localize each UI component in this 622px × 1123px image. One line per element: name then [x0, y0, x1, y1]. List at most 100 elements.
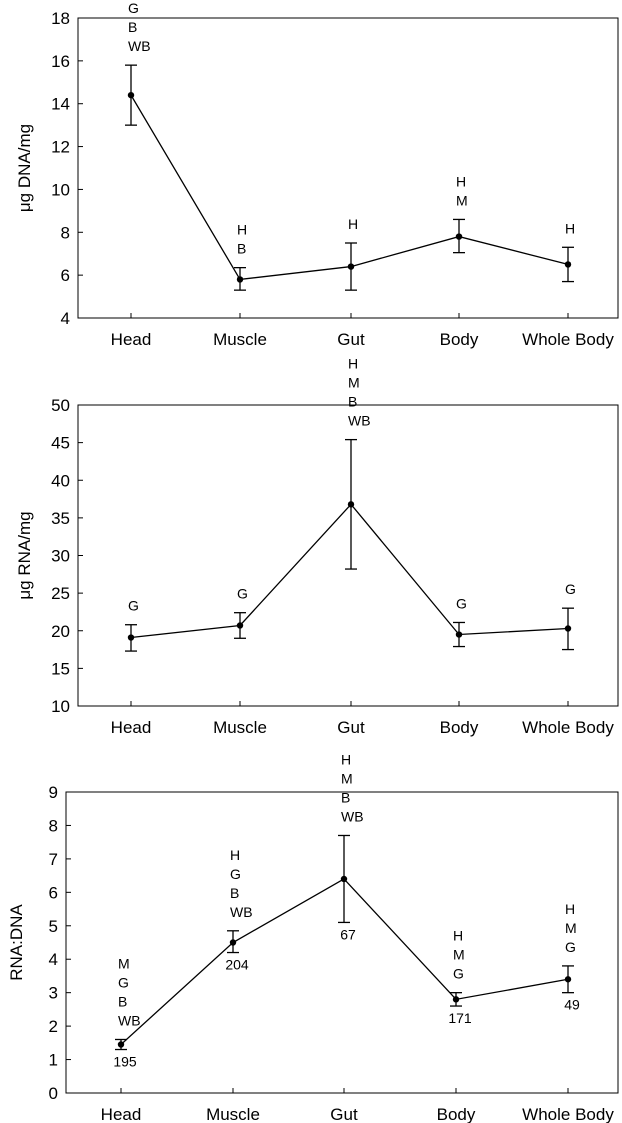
- y-tick-label-2-2: 2: [49, 1017, 58, 1036]
- y-tick-label-2-9: 9: [49, 783, 58, 802]
- annotation-1-2-0: H: [348, 356, 358, 372]
- y-tick-label-0-2: 8: [61, 223, 70, 242]
- annotation-2-4-1: M: [565, 920, 577, 936]
- annotation-2-0-0: M: [118, 955, 130, 971]
- x-tick-label-0-1: Muscle: [213, 330, 267, 349]
- annotation-2-2-3: WB: [341, 808, 364, 824]
- annotation-2-2-0: H: [341, 751, 351, 767]
- y-tick-label-0-6: 16: [51, 52, 70, 71]
- point-label-2-0: 195: [113, 1054, 137, 1070]
- point-label-2-2: 67: [340, 926, 356, 942]
- annotation-0-4-0: H: [565, 220, 575, 236]
- point-label-2-4: 49: [564, 997, 580, 1013]
- data-point-0-3: [455, 233, 463, 240]
- x-tick-label-1-2: Gut: [337, 718, 365, 737]
- y-tick-label-0-5: 14: [51, 95, 70, 114]
- x-tick-label-0-4: Whole Body: [522, 330, 614, 349]
- series-line-0: [130, 94, 569, 281]
- annotation-0-0-3: WB: [128, 38, 151, 54]
- data-point-0-2: [347, 263, 355, 270]
- annotation-2-2-2: B: [341, 789, 350, 805]
- annotation-2-4-0: H: [565, 901, 575, 917]
- y-tick-label-2-4: 4: [49, 950, 58, 969]
- y-tick-label-1-8: 50: [51, 396, 70, 415]
- y-tick-label-2-6: 6: [49, 883, 58, 902]
- annotation-2-3-2: G: [453, 966, 464, 982]
- y-tick-label-1-2: 20: [51, 622, 70, 641]
- data-point-0-0: [127, 91, 135, 99]
- y-tick-label-1-4: 30: [51, 547, 70, 566]
- x-tick-label-0-2: Gut: [337, 330, 365, 349]
- y-tick-label-0-4: 12: [51, 138, 70, 157]
- annotation-2-2-1: M: [341, 770, 353, 786]
- y-tick-label-2-0: 0: [49, 1084, 58, 1103]
- annotation-2-0-1: G: [118, 974, 129, 990]
- annotation-2-1-1: G: [230, 866, 241, 882]
- annotation-1-2-3: WB: [348, 413, 371, 429]
- annotation-2-3-1: M: [453, 947, 465, 963]
- data-point-2-1: [229, 939, 237, 946]
- annotation-2-1-0: H: [230, 847, 240, 863]
- y-axis-label-1: μg RNA/mg: [15, 511, 34, 599]
- y-tick-label-1-3: 25: [51, 584, 70, 603]
- y-tick-label-2-8: 8: [49, 816, 58, 835]
- y-tick-label-1-5: 35: [51, 509, 70, 528]
- x-tick-label-2-1: Muscle: [206, 1105, 260, 1123]
- point-label-2-1: 204: [225, 957, 249, 973]
- annotation-2-1-3: WB: [230, 904, 253, 920]
- annotation-1-0-0: G: [128, 598, 139, 614]
- annotation-0-1-0: H: [237, 222, 247, 238]
- data-point-1-1: [236, 622, 244, 629]
- y-tick-label-2-3: 3: [49, 984, 58, 1003]
- annotation-0-0-1: G: [128, 0, 139, 16]
- data-point-2-2: [340, 875, 348, 883]
- x-tick-label-0-0: Head: [111, 330, 152, 349]
- y-tick-label-0-1: 6: [61, 266, 70, 285]
- x-tick-label-1-3: Body: [440, 718, 479, 737]
- annotation-1-2-1: M: [348, 375, 360, 391]
- annotation-0-1-1: B: [237, 241, 246, 257]
- x-tick-label-2-3: Body: [437, 1105, 476, 1123]
- x-tick-label-1-4: Whole Body: [522, 718, 614, 737]
- plot-frame-2: [65, 791, 619, 1094]
- series-line-1: [130, 503, 569, 639]
- plot-frame-0: [77, 17, 619, 319]
- y-tick-label-0-7: 18: [51, 9, 70, 28]
- point-label-2-3: 171: [448, 1010, 472, 1026]
- y-tick-label-2-7: 7: [49, 850, 58, 869]
- plot-frame-1: [77, 404, 619, 707]
- data-point-1-3: [455, 631, 463, 638]
- data-point-0-1: [236, 276, 244, 283]
- y-axis-label-0: μg DNA/mg: [15, 124, 34, 212]
- annotation-0-3-1: M: [456, 192, 468, 208]
- annotation-2-0-3: WB: [118, 1012, 141, 1028]
- x-tick-label-1-1: Muscle: [213, 718, 267, 737]
- annotation-0-2-0: H: [348, 216, 358, 232]
- annotation-0-0-2: B: [128, 19, 137, 35]
- data-point-2-0: [117, 1041, 125, 1048]
- x-tick-label-2-4: Whole Body: [522, 1105, 614, 1123]
- y-tick-label-0-3: 10: [51, 180, 70, 199]
- annotation-2-3-0: H: [453, 928, 463, 944]
- y-tick-label-1-6: 40: [51, 471, 70, 490]
- data-point-0-4: [564, 261, 572, 268]
- data-point-2-3: [452, 996, 460, 1003]
- x-tick-label-2-0: Head: [101, 1105, 142, 1123]
- annotation-1-4-0: G: [565, 581, 576, 597]
- x-tick-label-0-3: Body: [440, 330, 479, 349]
- data-point-1-4: [564, 625, 572, 632]
- y-tick-label-1-1: 15: [51, 659, 70, 678]
- annotation-1-3-0: G: [456, 595, 467, 611]
- annotation-1-2-2: B: [348, 394, 357, 410]
- y-tick-label-1-0: 10: [51, 697, 70, 716]
- x-tick-label-1-0: Head: [111, 718, 152, 737]
- annotation-2-0-2: B: [118, 993, 127, 1009]
- y-tick-label-2-5: 5: [49, 917, 58, 936]
- data-point-1-2: [347, 501, 355, 508]
- annotation-1-1-0: G: [237, 586, 248, 602]
- annotation-2-1-2: B: [230, 885, 239, 901]
- y-tick-label-2-1: 1: [49, 1051, 58, 1070]
- data-point-1-0: [127, 634, 135, 641]
- y-tick-label-1-7: 45: [51, 434, 70, 453]
